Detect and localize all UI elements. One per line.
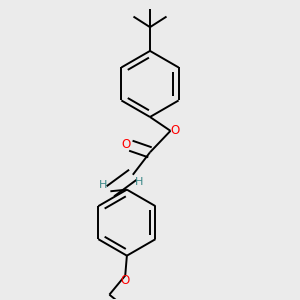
Text: H: H [99,180,107,190]
Text: O: O [170,124,180,137]
Text: H: H [135,177,144,187]
Text: O: O [121,274,130,286]
Text: O: O [122,138,131,151]
